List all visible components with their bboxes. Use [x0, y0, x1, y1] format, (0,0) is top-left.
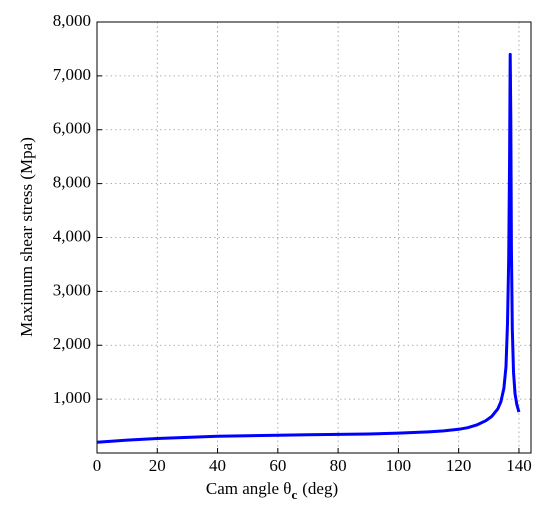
y-tick-label: 4,000: [53, 226, 91, 245]
x-tick-label: 140: [506, 456, 532, 475]
x-label-subscript: c: [291, 487, 297, 502]
y-tick-label: 6,000: [53, 119, 91, 138]
y-tick-label: 7,000: [53, 65, 91, 84]
x-axis-label: Cam angle θc (deg): [206, 479, 338, 502]
x-tick-label: 80: [330, 456, 347, 475]
y-tick-label: 8,000: [53, 173, 91, 192]
y-tick-label: 8,000: [53, 11, 91, 30]
y-tick-label: 1,000: [53, 388, 91, 407]
y-axis-label: Maximum shear stress (Mpa): [17, 137, 36, 337]
x-tick-label: 120: [446, 456, 472, 475]
x-tick-label: 100: [386, 456, 412, 475]
x-label-main: Cam angle θ: [206, 479, 292, 498]
x-tick-label: 20: [149, 456, 166, 475]
y-tick-label: 3,000: [53, 280, 91, 299]
x-tick-label: 40: [209, 456, 226, 475]
x-tick-label: 0: [93, 456, 102, 475]
data-line: [96, 52, 521, 444]
plot-frame: [96, 21, 532, 454]
x-label-suffix: (deg): [302, 479, 338, 498]
y-tick-label: 2,000: [53, 334, 91, 353]
x-tick-label: 60: [269, 456, 286, 475]
